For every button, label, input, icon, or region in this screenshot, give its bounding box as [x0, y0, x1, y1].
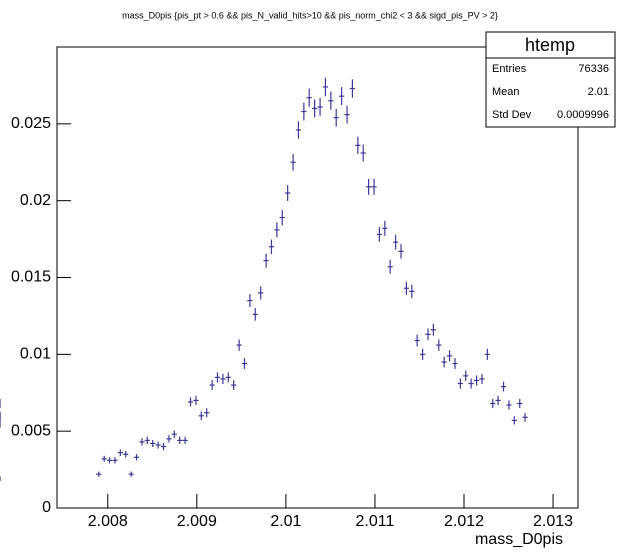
x-axis-label: mass_D0pis — [475, 531, 563, 548]
stats-box: htemp Entries 76336 Mean 2.01 Std Dev 0.00099… — [485, 31, 616, 128]
stats-title: htemp — [525, 35, 575, 55]
y-tick-label: 0.025 — [11, 115, 51, 132]
x-tick-label: 2.008 — [88, 513, 128, 530]
x-tick-label: 2.011 — [356, 513, 395, 530]
stats-value: 2.01 — [588, 86, 609, 98]
stats-label: Entries — [492, 63, 527, 75]
y-tick-label: 0.015 — [11, 269, 51, 286]
stats-frame — [485, 31, 616, 128]
stats-label: Mean — [492, 86, 520, 98]
chart-title: mass_D0pis {pis_pt > 0.6 && pis_N_valid_… — [122, 10, 498, 20]
x-tick-label: 2.01 — [270, 513, 301, 530]
y-tick-label: 0.02 — [20, 192, 51, 209]
y-tick-label: 0.005 — [11, 422, 51, 439]
stats-value: 0.0009996 — [557, 109, 609, 121]
x-tick-label: 2.013 — [533, 513, 573, 530]
x-tick-label: 2.012 — [444, 513, 484, 530]
stats-value: 76336 — [578, 63, 609, 75]
y-tick-label: 0.01 — [20, 346, 51, 363]
stats-label: Std Dev — [492, 109, 532, 121]
y-tick-label: 0 — [42, 499, 51, 516]
x-tick-label: 2.009 — [177, 513, 217, 530]
